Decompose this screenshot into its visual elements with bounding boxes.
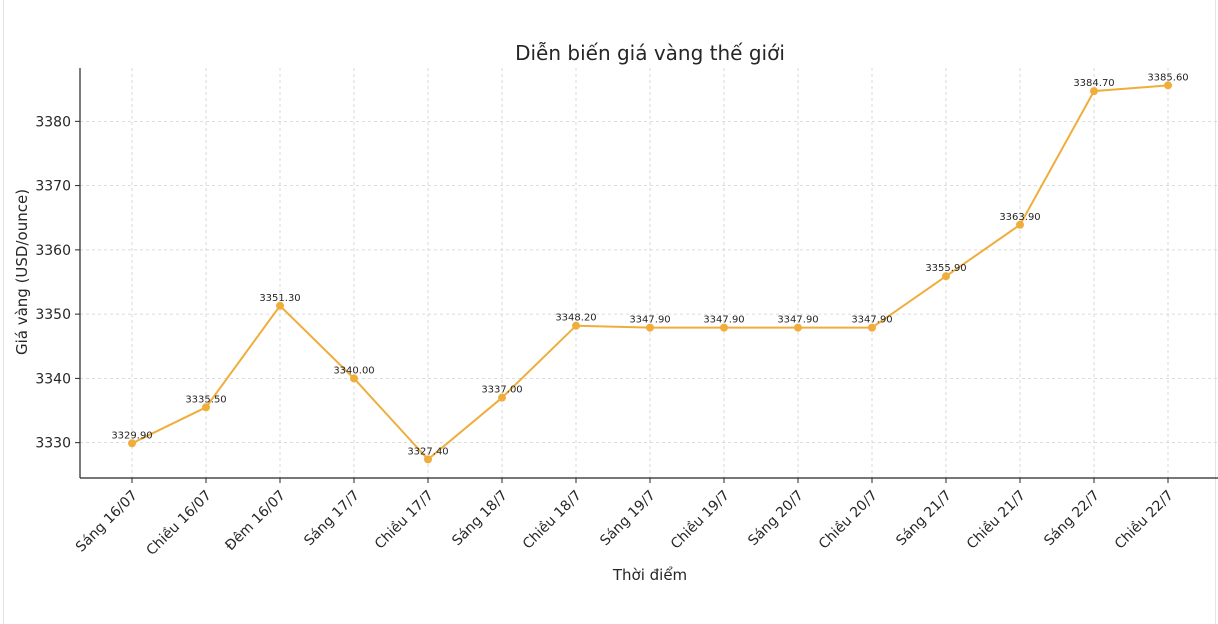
x-tick-label: Chiều 18/7 (519, 487, 585, 553)
data-label: 3335.50 (185, 394, 226, 405)
data-point (942, 272, 950, 281)
data-label: 3347.90 (703, 315, 744, 326)
data-point (1016, 220, 1024, 229)
data-point (572, 321, 580, 330)
x-tick-label: Sáng 22/7 (1041, 488, 1103, 550)
data-point (646, 323, 654, 332)
x-tick-label: Sáng 16/07 (73, 488, 141, 556)
y-tick-label: 3360 (35, 243, 71, 259)
data-label: 3363.90 (999, 212, 1040, 223)
y-tick-label: 3340 (35, 371, 71, 387)
y-tick-label: 3370 (35, 179, 71, 195)
data-label: 3347.90 (629, 315, 670, 326)
data-point (424, 455, 432, 464)
x-tick-label: Chiều 19/7 (667, 487, 733, 553)
x-tick-label: Sáng 20/7 (745, 488, 807, 550)
data-label: 3340.00 (333, 365, 374, 376)
data-point (720, 323, 728, 332)
y-tick-label: 3350 (35, 307, 71, 323)
grid-lines (80, 68, 1218, 478)
y-axis-label: Giá vàng (USD/ounce) (13, 189, 31, 355)
data-label: 3337.00 (481, 385, 522, 396)
data-point (498, 393, 506, 402)
x-tick-label: Chiều 20/7 (815, 487, 881, 553)
data-point (868, 323, 876, 332)
x-tick-label: Chiều 17/7 (371, 487, 437, 553)
series-price: 3329.90 3335.50 3351.30 3340.00 3327.40 3337.… (111, 72, 1189, 464)
x-ticks: Sáng 16/07 Chiều 16/07 Đêm 16/07 Sáng 17/7 C… (73, 478, 1177, 559)
chart-title: Diễn biến giá vàng thế giới (515, 41, 785, 65)
x-tick-label: Sáng 18/7 (449, 488, 511, 550)
x-tick-label: Đêm 16/07 (222, 488, 288, 554)
data-point (350, 374, 358, 383)
chart-frame (3, 0, 1216, 624)
data-label: 3347.90 (777, 315, 818, 326)
data-label: 3385.60 (1147, 72, 1188, 83)
x-tick-label: Chiều 16/07 (143, 487, 215, 559)
y-ticks: 3330 3340 3350 3360 3370 3380 (35, 114, 80, 452)
y-tick-label: 3330 (35, 436, 71, 452)
y-tick-label: 3380 (35, 114, 71, 130)
x-tick-label: Chiều 21/7 (963, 487, 1029, 553)
x-tick-label: Sáng 19/7 (597, 488, 659, 550)
x-tick-label: Sáng 21/7 (893, 488, 955, 550)
data-point (1090, 87, 1098, 96)
data-label: 3329.90 (111, 430, 152, 441)
axes (79, 68, 1218, 479)
data-label: 3327.40 (407, 446, 448, 457)
data-point (1164, 81, 1172, 90)
data-label: 3384.70 (1073, 78, 1114, 89)
data-label: 3355.90 (925, 263, 966, 274)
x-tick-label: Sáng 17/7 (301, 488, 363, 550)
data-point (202, 403, 210, 412)
data-point (794, 323, 802, 332)
data-point (128, 439, 136, 448)
data-label: 3347.90 (851, 315, 892, 326)
data-label: 3348.20 (555, 313, 596, 324)
data-label: 3351.30 (259, 293, 300, 304)
x-tick-label: Chiều 22/7 (1111, 487, 1177, 553)
x-axis-label: Thời điểm (612, 566, 687, 584)
data-point (276, 301, 284, 310)
